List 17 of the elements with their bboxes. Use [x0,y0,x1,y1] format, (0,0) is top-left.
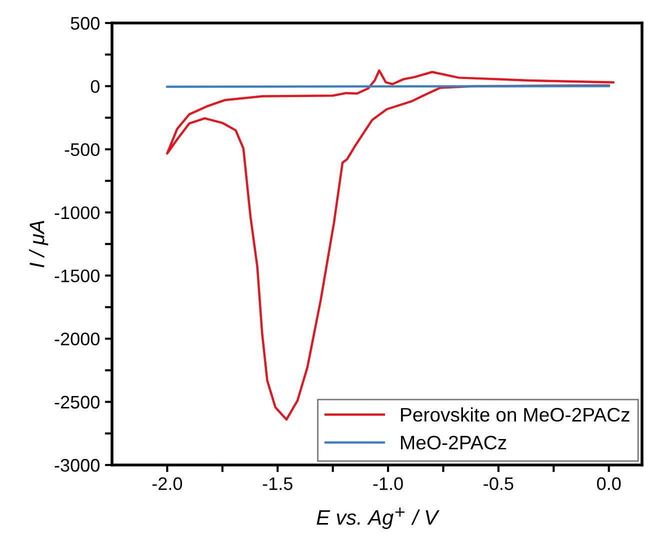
legend-label: Perovskite on MeO-2PACz [401,407,630,422]
x-tick-label: -0.5 [484,477,514,490]
x-tick-label: -1.5 [262,477,292,490]
y-tick-label: 0 [90,80,100,93]
x-tick-label: 0.0 [597,477,621,490]
y-tick-label: -3000 [54,458,100,472]
y-axis-title: I / μA [29,220,48,268]
y-tick-label: -500 [64,143,100,156]
x-axis-title: E vs. Ag$^{+}$ / V [316,508,440,529]
y-tick-label: -1500 [54,270,100,282]
y-tick-label: 500 [70,16,100,30]
y-tick-label: -2000 [54,332,100,346]
y-tick-label: -2500 [54,396,100,409]
y-tick-label: -1000 [54,206,100,220]
x-tick-label: -2.0 [152,477,182,490]
legend-label: MeO-2PACz [401,436,506,450]
x-tick-label: -1.0 [373,477,403,490]
